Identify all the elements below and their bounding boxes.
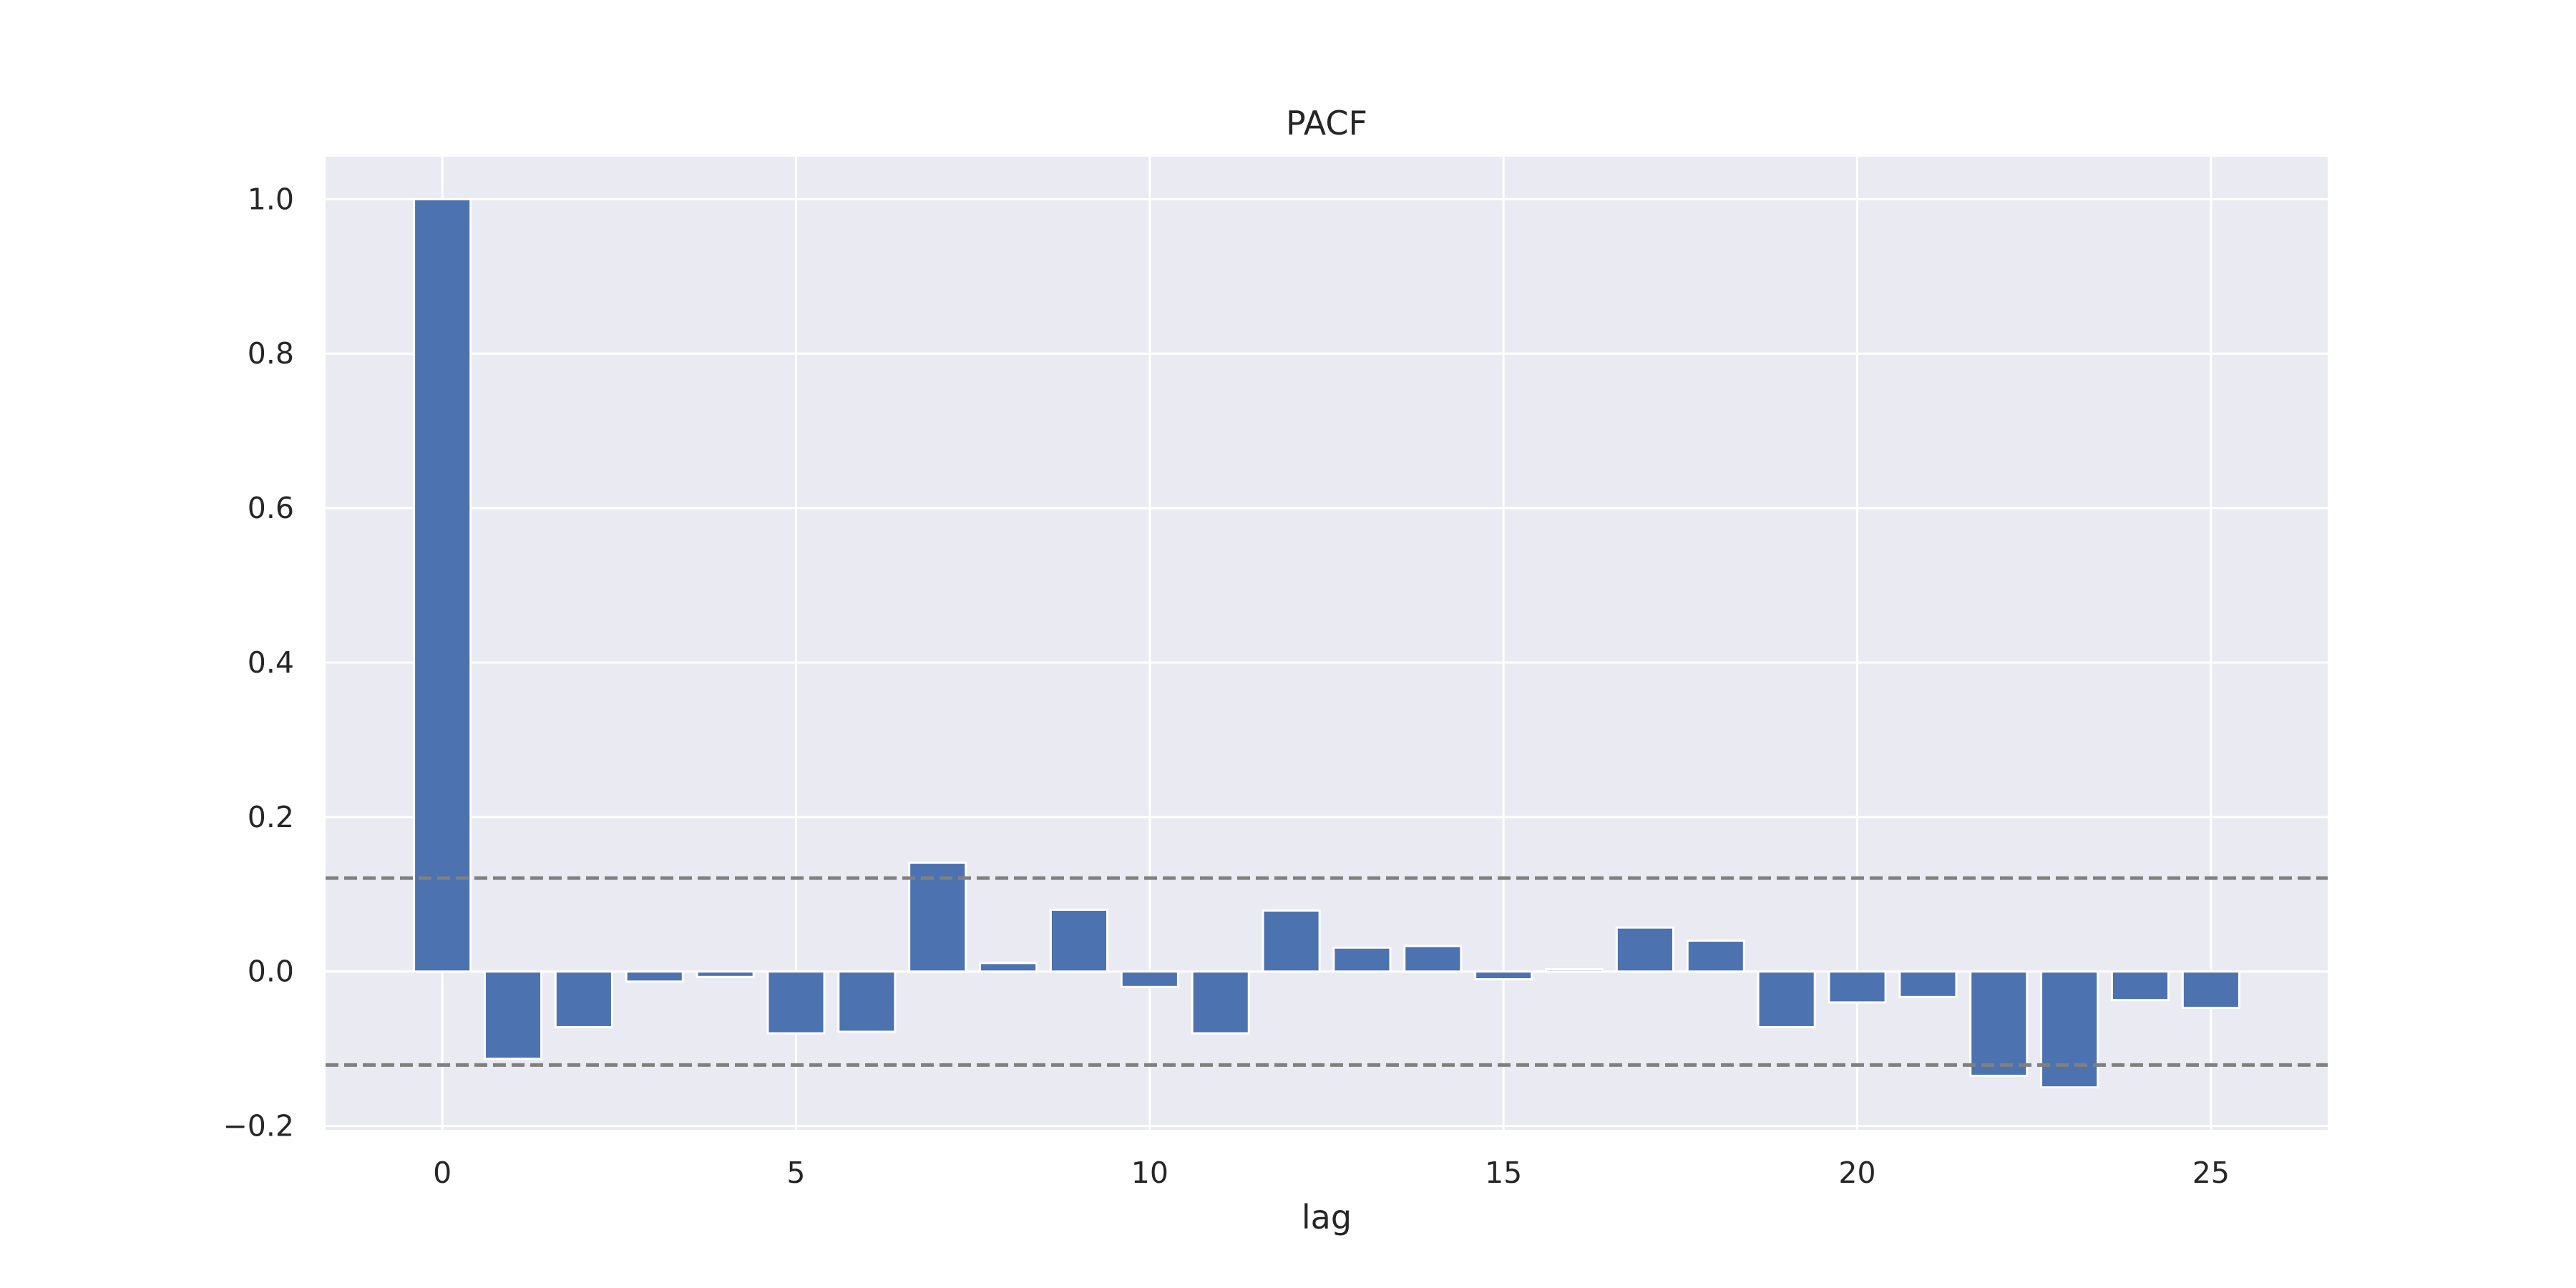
bar-lag-5	[766, 970, 826, 1035]
x-tick-label: 20	[1838, 1156, 1875, 1190]
x-tick-label: 0	[433, 1156, 452, 1190]
confidence-lines	[326, 876, 2328, 1067]
chart-title: PACF	[1286, 104, 1367, 142]
bar-lag-1	[483, 970, 543, 1060]
bar-lag-18	[1686, 940, 1745, 973]
bar-lag-15	[1474, 970, 1533, 981]
y-tick-label: 0.6	[248, 491, 294, 525]
y-tick-label: −0.2	[223, 1109, 294, 1143]
bar-lag-8	[979, 962, 1038, 973]
bar-lag-10	[1120, 970, 1179, 988]
bar-lag-13	[1332, 946, 1392, 973]
y-tick-label: 0.0	[248, 955, 294, 989]
bar-lag-20	[1828, 970, 1887, 1004]
bars	[413, 197, 2240, 1089]
bar-lag-14	[1403, 945, 1463, 973]
bar-lag-22	[1969, 970, 2029, 1077]
x-tick-labels: 0 5 10 15 20 25	[433, 1156, 2230, 1190]
bar-lag-3	[625, 970, 684, 983]
y-tick-label: 0.2	[248, 800, 294, 834]
bar-lag-16	[1544, 967, 1604, 973]
bar-lag-17	[1615, 926, 1674, 973]
bar-lag-24	[2110, 970, 2170, 1002]
y-tick-label: 0.8	[248, 336, 294, 371]
bar-lag-21	[1898, 970, 1958, 998]
bar-lag-0	[413, 197, 472, 973]
y-tick-label: 1.0	[248, 182, 294, 216]
bar-lag-19	[1757, 970, 1816, 1028]
y-tick-label: 0.4	[248, 645, 294, 680]
bar-lag-25	[2181, 970, 2240, 1009]
bar-lag-4	[696, 970, 755, 978]
bar-lag-6	[837, 970, 897, 1033]
y-tick-labels: −0.2 0.0 0.2 0.4 0.6 0.8 1.0	[223, 182, 294, 1143]
x-tick-label: 10	[1131, 1156, 1169, 1190]
bar-lag-2	[554, 970, 613, 1028]
plot-area	[326, 157, 2328, 1130]
x-tick-label: 25	[2192, 1156, 2230, 1190]
bar-lag-7	[908, 862, 967, 973]
bar-lag-12	[1262, 909, 1321, 973]
bar-lag-11	[1191, 970, 1250, 1035]
x-tick-label: 15	[1485, 1156, 1522, 1190]
bar-lag-23	[2040, 970, 2099, 1089]
x-axis-label: lag	[1302, 1198, 1352, 1236]
x-tick-label: 5	[786, 1156, 805, 1190]
bar-lag-9	[1049, 908, 1109, 973]
